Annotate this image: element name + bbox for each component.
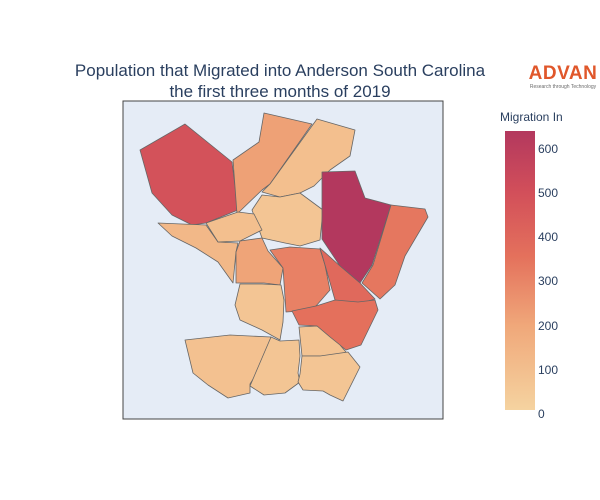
region-west-wedge[interactable] [157,222,239,284]
logo-wordmark: ADVAN [528,63,598,84]
logo-tagline: Research through Technology [529,84,597,90]
map-title-line2: the first three months of 2019 [169,82,391,101]
region-north-top[interactable] [232,112,313,215]
colorbar-tick-600: 600 [538,142,559,156]
region-northeast-large[interactable] [321,170,392,284]
map-title: Population that Migrated into Anderson S… [40,60,520,102]
colorbar-tick-200: 200 [538,319,559,333]
colorbar-tick-0: 0 [538,407,545,421]
region-southwest[interactable] [184,334,272,399]
colorbar-tick-400: 400 [538,230,559,244]
region-north-center[interactable] [251,192,324,247]
region-south[interactable] [297,351,361,402]
map-title-line1: Population that Migrated into Anderson S… [74,61,486,80]
region-west-small[interactable] [205,211,263,243]
region-center-a[interactable] [269,246,331,313]
advan-logo: ADVAN Research through Technology [528,63,598,91]
colorbar-tick-100: 100 [538,363,559,377]
region-east[interactable] [361,204,429,300]
colorbar-tick-300: 300 [538,274,559,288]
region-north-mid[interactable] [261,118,356,198]
colorbar [505,131,535,410]
region-south-west-mid[interactable] [234,283,285,341]
colorbar-title: Migration In [500,110,563,124]
colorbar-tick-500: 500 [538,186,559,200]
